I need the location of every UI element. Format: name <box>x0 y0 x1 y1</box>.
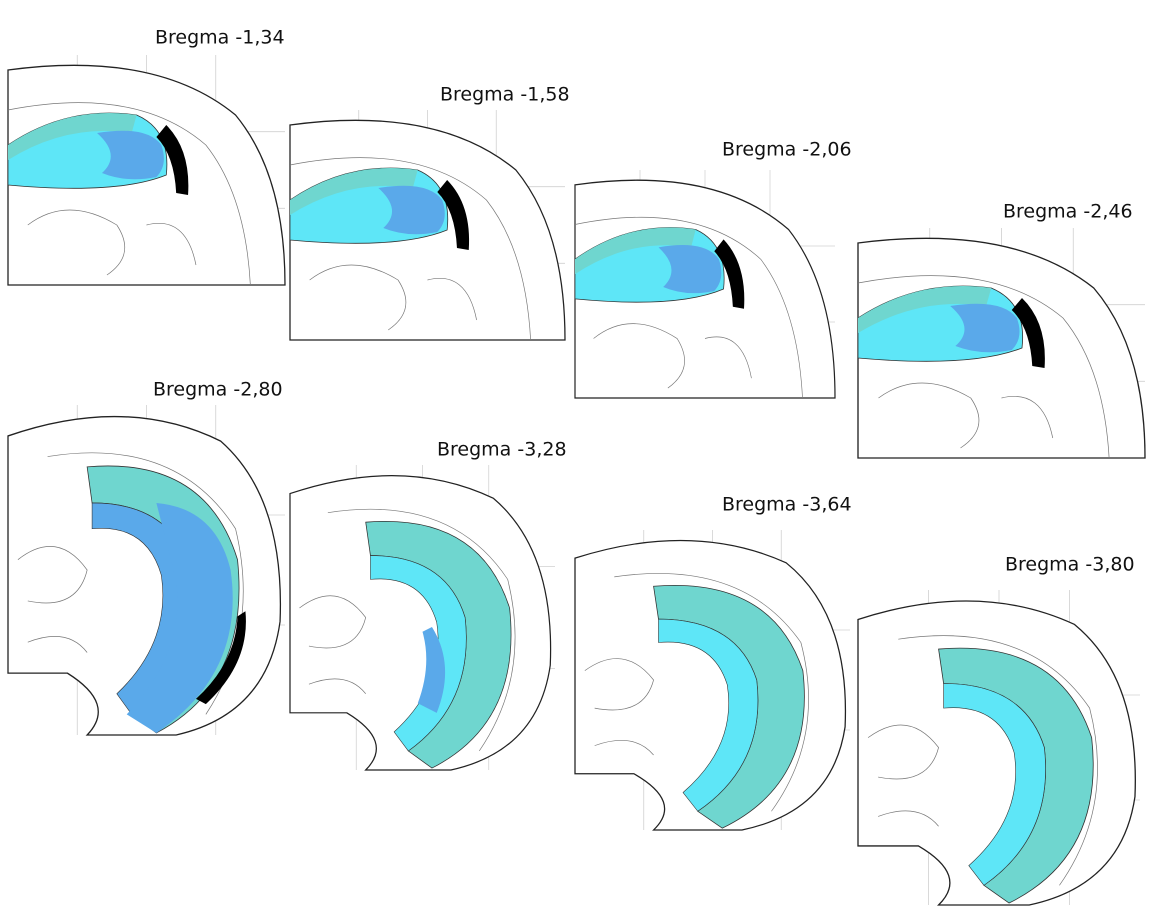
section-label: Bregma -3,64 <box>722 494 852 516</box>
section-label: Bregma -3,80 <box>1005 554 1135 576</box>
brain-section <box>575 170 835 398</box>
section-label: Bregma -1,34 <box>155 27 285 49</box>
brain-section <box>8 55 285 285</box>
brain-section <box>290 110 565 340</box>
section-label: Bregma -1,58 <box>440 84 570 106</box>
brain-section <box>575 530 850 830</box>
section-label: Bregma -3,28 <box>437 439 567 461</box>
section-label: Bregma -2,06 <box>722 139 852 161</box>
brain-section <box>858 590 1140 905</box>
section-label: Bregma -2,80 <box>153 379 283 401</box>
brain-section <box>290 465 555 770</box>
section-label: Bregma -2,46 <box>1003 201 1133 223</box>
brain-section <box>858 228 1145 458</box>
figure: Bregma -1,34 Bregma -1,58 Bregma -2,06 Breg… <box>0 0 1151 920</box>
brain-section <box>8 405 285 735</box>
